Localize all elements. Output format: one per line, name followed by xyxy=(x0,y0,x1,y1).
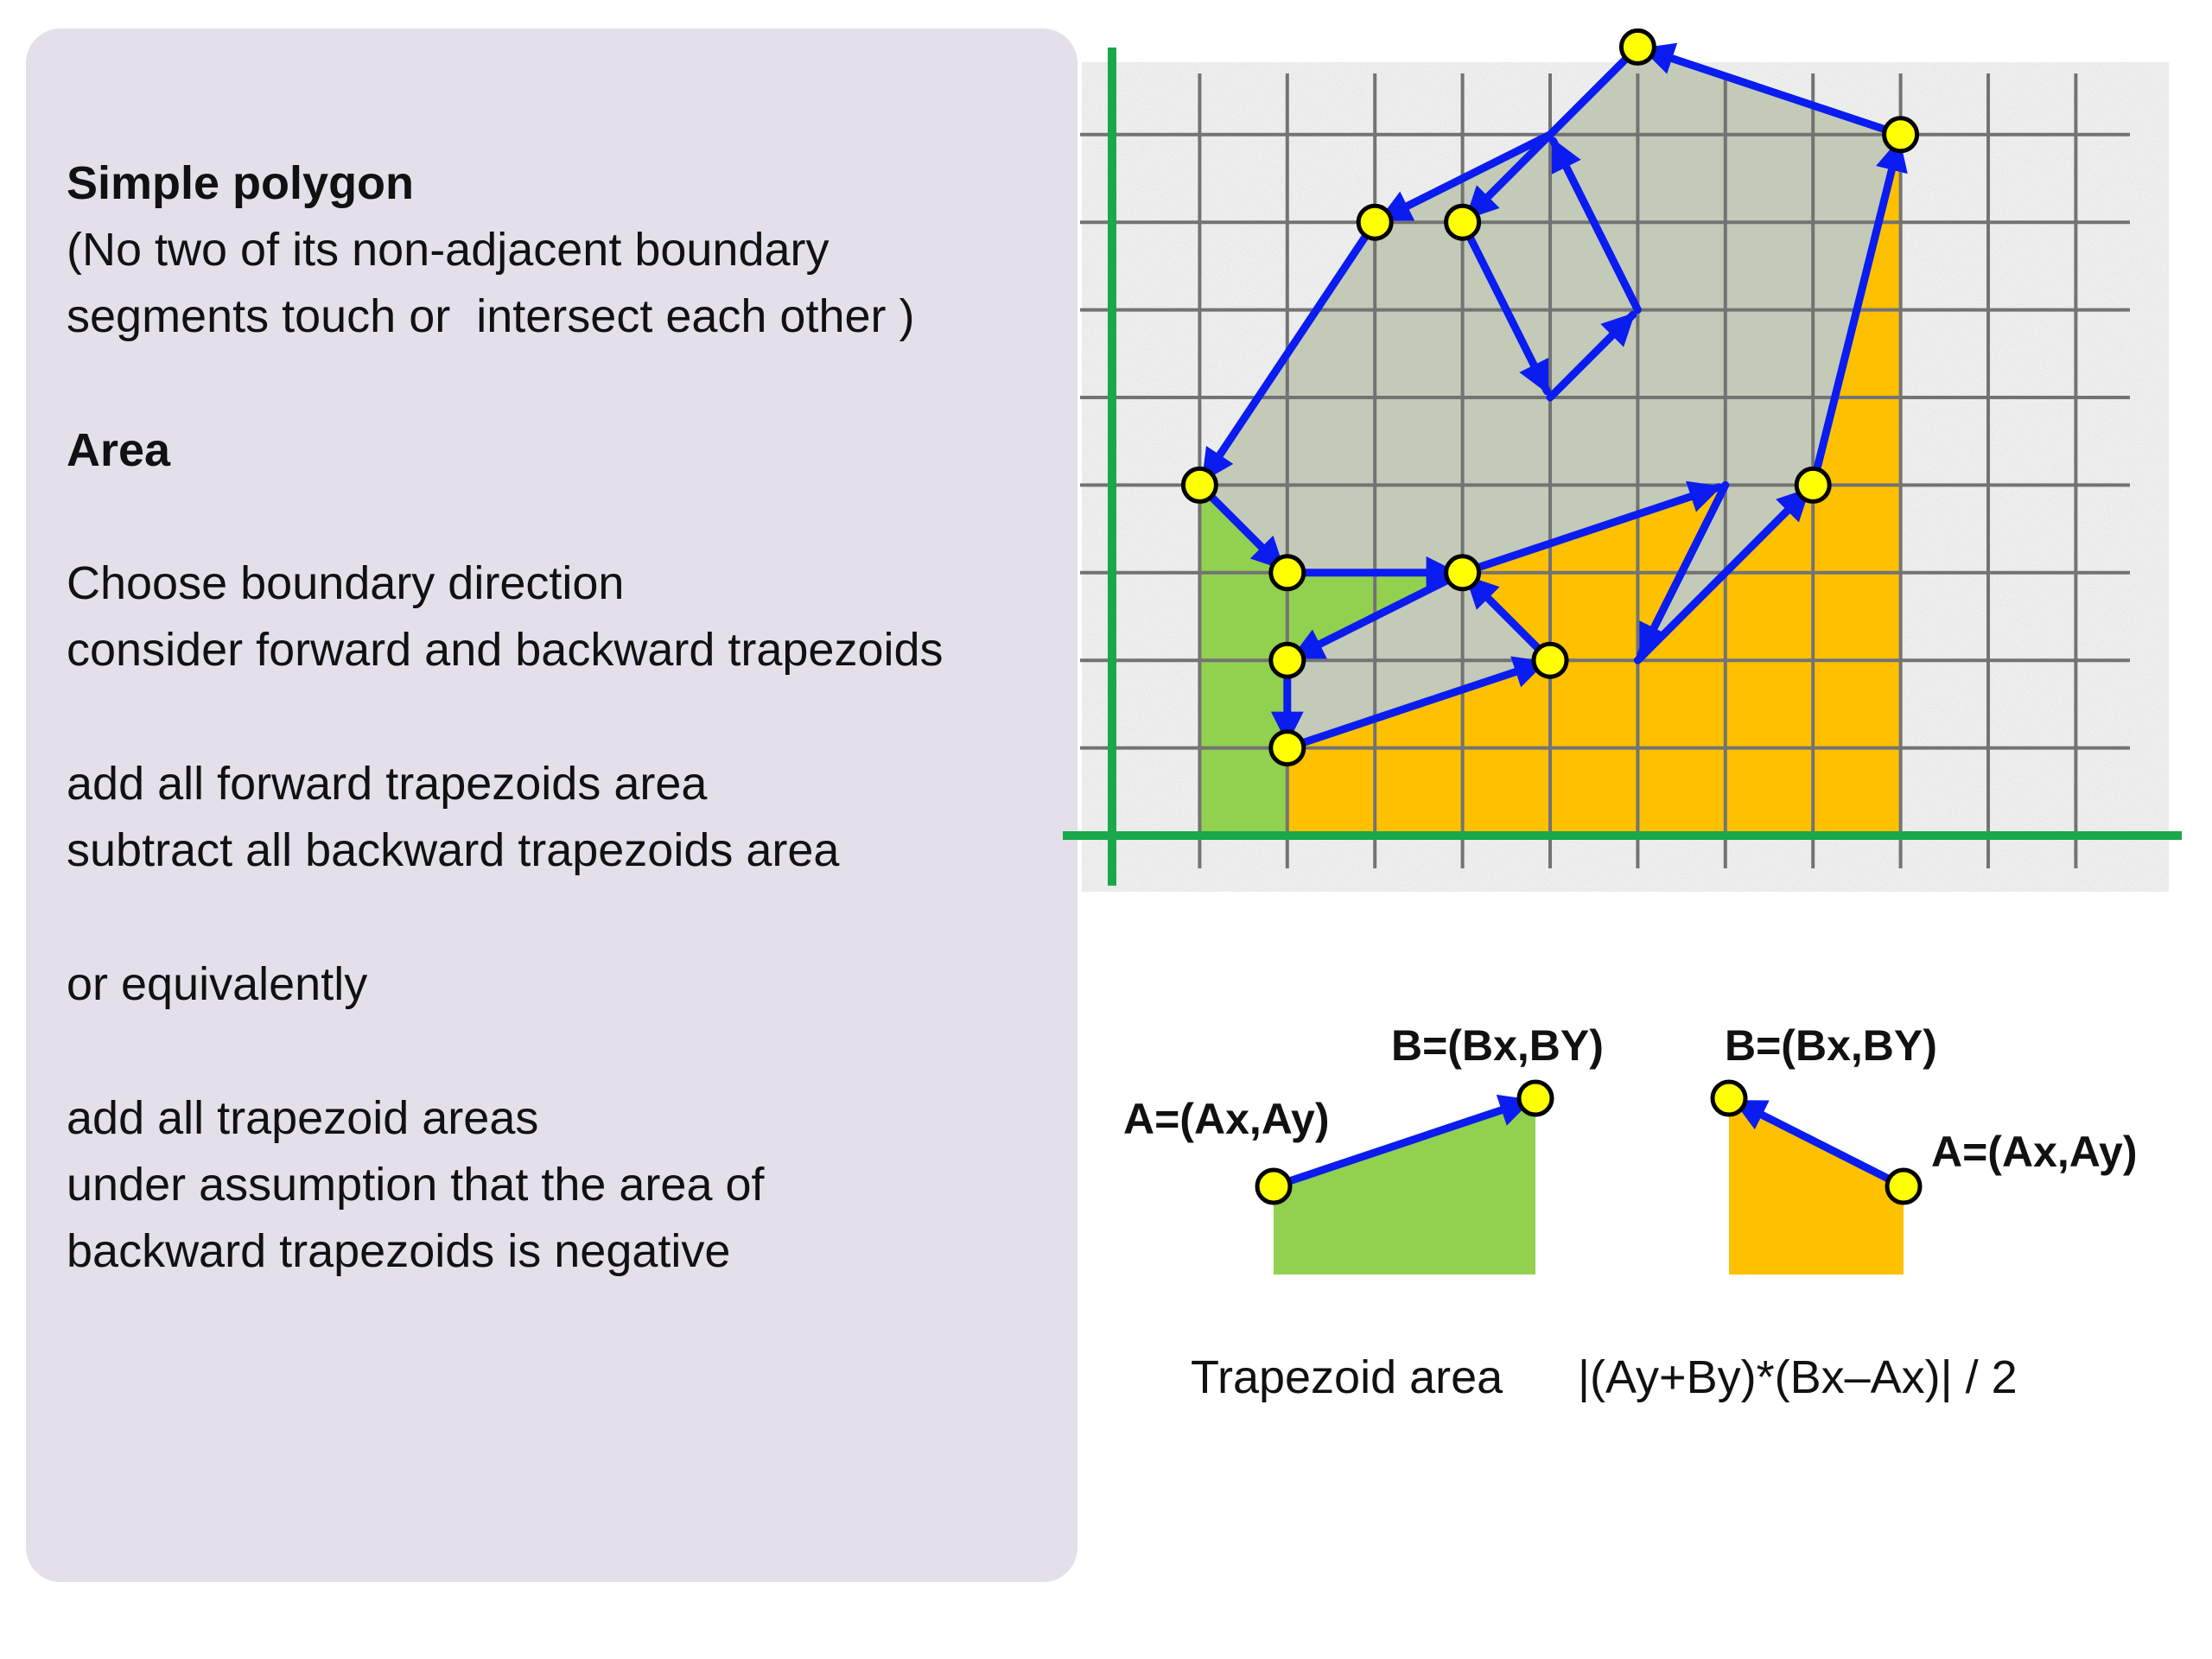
forward-edge-arrow xyxy=(1272,1094,1533,1191)
step3-line-2: under assumption that the area of xyxy=(67,1159,765,1211)
formula-expression: |(Ay+By)*(Bx–Ax)| / 2 xyxy=(1578,1351,2018,1403)
vertex-marker xyxy=(1268,554,1306,592)
vertex-marker xyxy=(1882,116,1920,154)
forward-trapezoid-example: A=(Ax,Ay) B=(Bx,BY) xyxy=(1123,1021,1604,1274)
vertex-marker xyxy=(1444,554,1482,592)
boundary-edge-arrow xyxy=(1637,480,1730,658)
vertex-marker xyxy=(1268,641,1306,679)
step1-line-1: Choose boundary direction xyxy=(67,557,625,609)
formula-label: Trapezoid area xyxy=(1191,1351,1503,1403)
vertex-marker xyxy=(1356,203,1394,241)
forward-trapezoid-shape xyxy=(1274,1098,1535,1274)
vertex-marker xyxy=(1794,466,1832,504)
boundary-edge-arrow xyxy=(1808,137,1908,489)
forward-label-b: B=(Bx,BY) xyxy=(1391,1021,1604,1070)
backward-label-b: B=(Bx,BY) xyxy=(1725,1021,1937,1070)
boundary-edge-arrow xyxy=(1463,573,1554,664)
point-a-marker xyxy=(1255,1167,1293,1205)
vertex-marker xyxy=(1444,203,1482,241)
boundary-edge-arrow xyxy=(1459,480,1723,577)
boundary-edge-arrow xyxy=(1199,218,1379,484)
boundary-edge-arrow xyxy=(1376,130,1554,224)
boundary-edge-arrow xyxy=(1283,656,1548,753)
boundary-edge-arrow xyxy=(1459,218,1551,396)
or-text: or equivalently xyxy=(67,958,368,1010)
step1-line-2: consider forward and backward trapezoids xyxy=(67,624,944,676)
backward-edge-arrow xyxy=(1732,1097,1906,1191)
boundary-edge-arrow xyxy=(1289,569,1467,662)
step3-line-3: backward trapezoids is negative xyxy=(67,1225,731,1277)
vertex-marker xyxy=(1268,729,1306,767)
definition-line-1: (No two of its non-adjacent boundary xyxy=(67,224,830,276)
step2-line-1: add all forward trapezoids area xyxy=(67,758,708,810)
forward-label-a: A=(Ax,Ay) xyxy=(1123,1095,1329,1143)
boundary-edge-arrow xyxy=(1195,480,1287,572)
heading-simple-polygon: Simple polygon xyxy=(67,157,415,209)
backward-label-a: A=(Ax,Ay) xyxy=(1931,1128,2137,1176)
point-b-marker xyxy=(1710,1079,1748,1117)
boundary-edge-arrow xyxy=(1546,310,1637,402)
boundary-edge-arrow xyxy=(1640,42,1905,139)
heading-area: Area xyxy=(67,424,171,476)
step3-line-1: add all trapezoid areas xyxy=(67,1092,539,1144)
text-panel xyxy=(26,29,1077,1582)
point-a-marker xyxy=(1885,1167,1923,1205)
backward-trapezoid-example: A=(Ax,Ay) B=(Bx,BY) xyxy=(1710,1021,2137,1274)
vertex-marker xyxy=(1618,28,1656,66)
point-b-marker xyxy=(1516,1079,1554,1117)
step2-line-2: subtract all backward trapezoids area xyxy=(67,824,840,876)
backward-trapezoid-shape xyxy=(1729,1098,1904,1274)
vertex-marker xyxy=(1180,466,1218,504)
boundary-edge-arrow xyxy=(1549,137,1642,315)
definition-line-2: segments touch or intersect each other ) xyxy=(67,290,915,342)
boundary-edge-arrow xyxy=(1633,486,1813,664)
vertex-marker xyxy=(1531,641,1569,679)
vertex-markers xyxy=(1180,28,1920,767)
